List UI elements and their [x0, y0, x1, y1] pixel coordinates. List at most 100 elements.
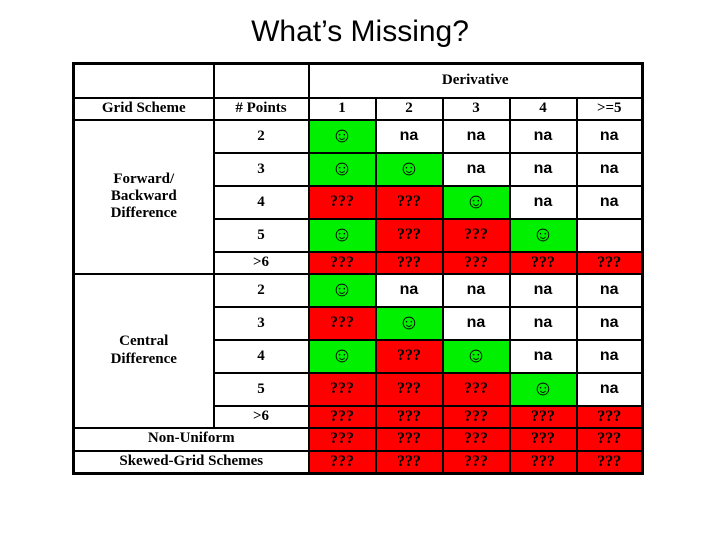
cell-unknown: ??? — [441, 371, 511, 407]
cell-na: na — [508, 305, 578, 341]
section-label-0: Forward/Backward Difference — [72, 118, 215, 275]
cell-unknown: ??? — [441, 404, 511, 429]
smiley-icon: ☺ — [398, 309, 420, 334]
table-row: 4?????? ☺ na na — [74, 184, 644, 220]
cell-unknown: ??? — [307, 184, 377, 220]
cell-smiley: ☺ — [508, 217, 578, 253]
col-header-derivative-3: 3 — [441, 96, 511, 121]
table-row: 3??? ☺ na na na — [74, 305, 644, 341]
cell-unknown: ??? — [508, 449, 578, 475]
col-header-grid-scheme: Grid Scheme — [72, 96, 215, 121]
smiley-icon: ☺ — [331, 155, 353, 180]
table-row: Skewed-Grid Schemes??????????????? — [72, 449, 644, 475]
cell-unknown: ??? — [441, 250, 511, 275]
points-cell: 3 — [212, 151, 310, 187]
cell-na: na — [374, 118, 444, 154]
cell-unknown: ??? — [374, 184, 444, 220]
points-cell: 2 — [212, 272, 310, 308]
section-label-1: Central Difference — [72, 272, 215, 429]
cell-unknown: ??? — [374, 404, 444, 429]
header-spacer-grid-scheme — [72, 62, 215, 99]
cell-na: na — [575, 151, 644, 187]
points-cell: >6 — [212, 250, 310, 275]
cell-blank — [575, 217, 644, 253]
cell-unknown: ??? — [441, 449, 511, 475]
cell-smiley: ☺ — [307, 118, 377, 154]
points-cell: >6 — [212, 404, 310, 429]
cell-na: na — [575, 118, 644, 154]
cell-smiley: ☺ — [307, 217, 377, 253]
cell-smiley: ☺ — [307, 272, 377, 308]
smiley-icon: ☺ — [331, 342, 353, 367]
cell-unknown: ??? — [307, 305, 377, 341]
cell-na: na — [508, 118, 578, 154]
cell-unknown: ??? — [307, 404, 377, 429]
points-cell: 5 — [212, 371, 310, 407]
footer-label-1: Skewed-Grid Schemes — [72, 449, 310, 475]
cell-unknown: ??? — [508, 250, 578, 275]
cell-na: na — [575, 371, 644, 407]
points-cell: 4 — [212, 338, 310, 374]
points-cell: 3 — [212, 305, 310, 341]
derivative-matrix-table: Derivative Grid Scheme # Points 1 2 3 4 … — [72, 62, 644, 475]
cell-na: na — [374, 272, 444, 308]
smiley-icon: ☺ — [465, 342, 487, 367]
points-cell: 5 — [212, 217, 310, 253]
cell-unknown: ??? — [374, 426, 444, 452]
cell-na: na — [575, 272, 644, 308]
cell-na: na — [441, 305, 511, 341]
smiley-icon: ☺ — [331, 276, 353, 301]
matrix-body: Forward/Backward Difference 2 ☺ na na na na 3 ☺ ☺ n… — [72, 118, 644, 475]
cell-smiley: ☺ — [307, 338, 377, 374]
points-cell: 4 — [212, 184, 310, 220]
table-row: Non-Uniform??????????????? — [72, 426, 644, 452]
cell-unknown: ??? — [374, 449, 444, 475]
smiley-icon: ☺ — [465, 188, 487, 213]
table-row: 3 ☺ ☺ na na na — [74, 151, 644, 187]
cell-unknown: ??? — [441, 217, 511, 253]
cell-smiley: ☺ — [374, 151, 444, 187]
col-header-derivative-4: 4 — [508, 96, 578, 121]
cell-smiley: ☺ — [441, 338, 511, 374]
cell-na: na — [508, 338, 578, 374]
cell-unknown: ??? — [575, 449, 644, 475]
cell-smiley: ☺ — [374, 305, 444, 341]
smiley-icon: ☺ — [532, 375, 554, 400]
cell-unknown: ??? — [307, 371, 377, 407]
cell-na: na — [508, 184, 578, 220]
cell-na: na — [575, 184, 644, 220]
cell-unknown: ??? — [374, 371, 444, 407]
cell-smiley: ☺ — [441, 184, 511, 220]
cell-na: na — [441, 118, 511, 154]
cell-na: na — [441, 151, 511, 187]
cell-unknown: ??? — [307, 449, 377, 475]
points-cell: 2 — [212, 118, 310, 154]
derivative-header: Derivative — [307, 62, 644, 99]
cell-unknown: ??? — [307, 426, 377, 452]
smiley-icon: ☺ — [331, 221, 353, 246]
cell-unknown: ??? — [307, 250, 377, 275]
slide-title: What’s Missing? — [251, 15, 469, 48]
col-header-points: # Points — [212, 96, 310, 121]
cell-na: na — [575, 305, 644, 341]
cell-unknown: ??? — [575, 250, 644, 275]
col-header-derivative-1: 1 — [307, 96, 377, 121]
cell-na: na — [508, 272, 578, 308]
cell-smiley: ☺ — [307, 151, 377, 187]
cell-unknown: ??? — [374, 338, 444, 374]
cell-unknown: ??? — [575, 404, 644, 429]
table-row: 5????????? ☺ na — [74, 371, 644, 407]
table-row: >6??????????????? — [74, 404, 644, 429]
table-row: 5 ☺?????? ☺ — [74, 217, 644, 253]
col-header-derivative-2: 2 — [374, 96, 444, 121]
cell-unknown: ??? — [508, 426, 578, 452]
header-spacer-points — [212, 62, 310, 99]
table-row: 4 ☺??? ☺ na na — [74, 338, 644, 374]
cell-smiley: ☺ — [508, 371, 578, 407]
col-header-derivative-5plus: >=5 — [575, 96, 644, 121]
table-row: >6??????????????? — [74, 250, 644, 275]
cell-unknown: ??? — [441, 426, 511, 452]
table-row: Central Difference 2 ☺ na na na na — [72, 272, 644, 429]
cell-na: na — [575, 338, 644, 374]
